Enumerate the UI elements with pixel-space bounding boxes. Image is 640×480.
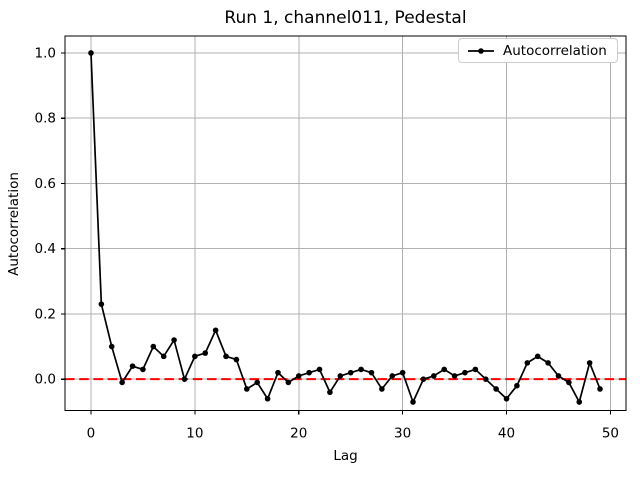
y-axis-label: Autocorrelation	[6, 172, 22, 276]
x-tick-label: 0	[87, 426, 96, 442]
y-tick-label: 0.2	[35, 306, 56, 322]
data-point-marker	[150, 343, 157, 350]
axes-border	[64, 35, 627, 412]
y-tick-label: 1.0	[35, 45, 56, 61]
data-point-marker	[514, 382, 520, 389]
data-point-marker	[358, 366, 364, 373]
data-point-marker	[264, 395, 271, 402]
data-point-marker	[295, 373, 302, 379]
data-point-marker	[503, 395, 510, 402]
data-point-marker	[212, 327, 219, 334]
x-tick-label: 30	[394, 426, 411, 442]
x-tick-label: 40	[498, 426, 515, 442]
legend-label: Autocorrelation	[503, 42, 607, 59]
data-point-marker	[368, 369, 375, 376]
data-point-marker	[524, 360, 531, 366]
data-point-marker	[472, 366, 479, 373]
data-point-marker	[140, 366, 146, 373]
data-point-marker	[254, 379, 260, 386]
data-point-marker	[160, 353, 167, 360]
data-point-marker	[555, 373, 562, 379]
data-point-marker	[223, 353, 229, 360]
x-tick-label: 20	[290, 426, 307, 442]
data-point-marker	[275, 369, 281, 376]
data-point-marker	[306, 369, 312, 376]
x-tick-label: 10	[186, 426, 203, 442]
autocorrelation-line	[90, 52, 601, 403]
data-point-marker	[389, 373, 396, 379]
data-point-marker	[576, 399, 583, 405]
x-tick-label: 50	[602, 426, 619, 442]
data-point-marker	[441, 366, 447, 373]
data-point-marker	[534, 353, 541, 360]
y-tick-label: 0.4	[35, 241, 56, 257]
legend-marker-icon	[478, 47, 484, 54]
data-point-marker	[171, 337, 177, 343]
data-point-marker	[347, 369, 354, 376]
data-point-marker	[399, 369, 406, 376]
data-point-marker	[181, 376, 188, 382]
data-point-marker	[129, 363, 136, 369]
y-tick-label: 0.0	[35, 372, 56, 388]
data-point-marker	[327, 389, 333, 396]
data-point-marker	[202, 350, 209, 356]
y-tick-label: 0.8	[35, 111, 56, 127]
data-point-marker	[482, 376, 489, 382]
data-point-marker	[316, 366, 323, 373]
data-point-marker	[244, 386, 250, 392]
data-point-marker	[451, 373, 458, 379]
data-point-marker	[545, 360, 551, 366]
legend-line-sample	[468, 47, 494, 54]
data-point-marker	[192, 353, 198, 360]
data-point-marker	[431, 373, 437, 379]
data-point-marker	[410, 399, 416, 405]
legend: Autocorrelation	[458, 38, 618, 63]
data-point-marker	[285, 379, 292, 386]
data-point-marker	[233, 356, 240, 363]
data-point-marker	[493, 386, 499, 392]
y-tick-label: 0.6	[35, 176, 56, 192]
data-point-marker	[420, 376, 427, 382]
data-point-marker	[462, 369, 468, 376]
data-point-marker	[108, 343, 115, 350]
x-axis-label: Lag	[333, 448, 358, 464]
data-point-marker	[119, 379, 125, 386]
chart-title: Run 1, channel011, Pedestal	[224, 8, 467, 28]
data-point-marker	[98, 301, 105, 307]
data-point-marker	[566, 379, 572, 386]
data-point-marker	[597, 386, 603, 392]
data-point-marker	[379, 386, 385, 392]
data-point-marker	[88, 50, 94, 56]
data-point-marker	[337, 373, 344, 379]
data-point-marker	[586, 360, 593, 366]
